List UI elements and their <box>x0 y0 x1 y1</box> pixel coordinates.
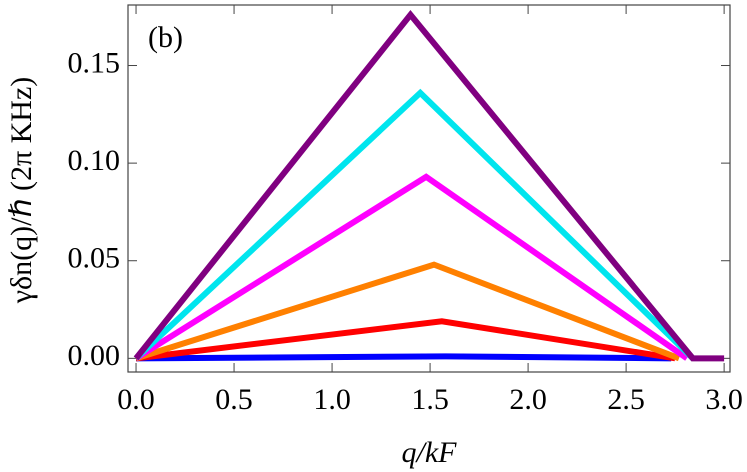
panel-label: (b) <box>148 21 183 54</box>
y-tick-label: 0.10 <box>68 144 121 177</box>
series-line <box>134 173 689 361</box>
series-line <box>135 261 681 362</box>
plot-frame <box>127 4 731 373</box>
x-axis-label: q/kF <box>402 436 458 469</box>
series-line <box>133 88 695 361</box>
x-tick-label: 2.0 <box>509 383 547 416</box>
y-tick-label: 0.15 <box>68 46 121 79</box>
y-tick-label: 0.00 <box>68 339 121 372</box>
series-line <box>133 9 725 362</box>
x-tick-label: 1.5 <box>411 383 449 416</box>
y-axis-label: γδn(q)/ℏ (2π KHz) <box>5 77 38 305</box>
y-tick-label: 0.05 <box>68 242 121 275</box>
x-tick-label: 0.0 <box>117 383 155 416</box>
x-tick-label: 3.0 <box>705 383 743 416</box>
series-line <box>135 318 676 362</box>
x-tick-label: 1.0 <box>313 383 351 416</box>
x-tick-label: 2.5 <box>607 383 645 416</box>
x-tick-label: 0.5 <box>215 383 253 416</box>
series-line <box>136 353 672 362</box>
